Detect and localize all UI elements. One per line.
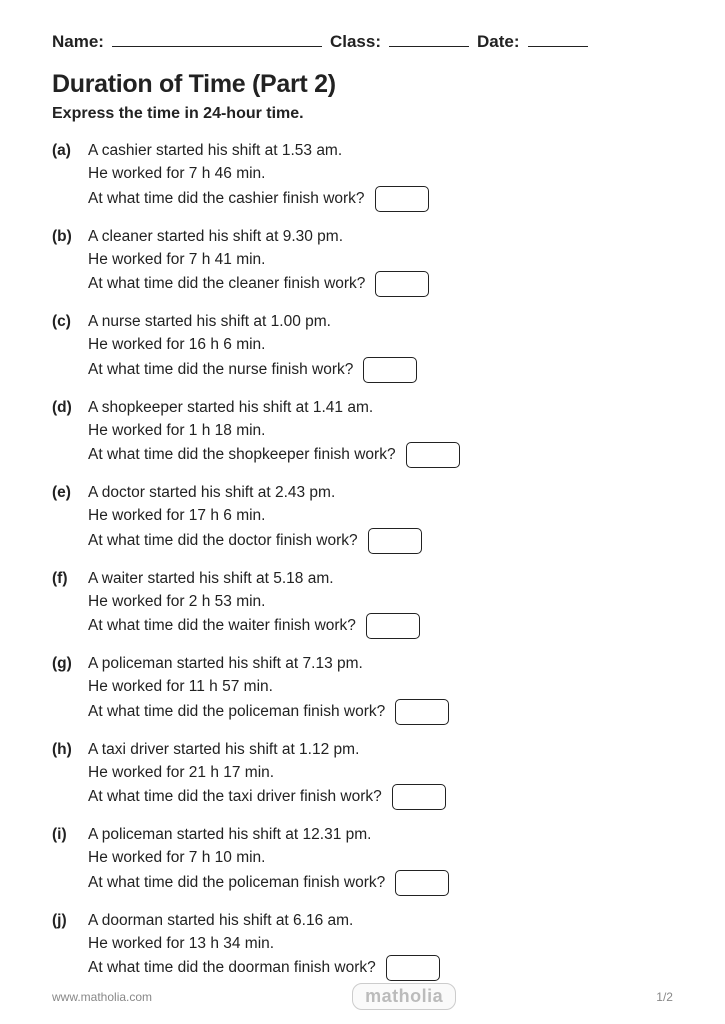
question-body: A policeman started his shift at 12.31 p…	[88, 823, 673, 896]
worksheet-title: Duration of Time (Part 2)	[52, 70, 673, 99]
question-line3: At what time did the doctor finish work?	[88, 528, 673, 554]
question-item: (b) A cleaner started his shift at 9.30 p…	[52, 225, 673, 298]
question-label: (i)	[52, 823, 76, 896]
answer-box[interactable]	[368, 528, 422, 554]
question-prompt: At what time did the shopkeeper finish w…	[88, 443, 396, 466]
question-label: (g)	[52, 652, 76, 725]
question-line3: At what time did the policeman finish wo…	[88, 699, 673, 725]
answer-box[interactable]	[395, 870, 449, 896]
question-prompt: At what time did the doctor finish work?	[88, 529, 358, 552]
answer-box[interactable]	[375, 186, 429, 212]
question-line2: He worked for 2 h 53 min.	[88, 590, 673, 613]
date-field[interactable]	[528, 33, 588, 47]
footer-url: www.matholia.com	[52, 990, 152, 1004]
question-line3: At what time did the doorman finish work…	[88, 955, 673, 981]
question-item: (c) A nurse started his shift at 1.00 pm.…	[52, 310, 673, 383]
question-line2: He worked for 7 h 46 min.	[88, 162, 673, 185]
question-prompt: At what time did the cashier finish work…	[88, 187, 365, 210]
worksheet-header: Name: Class: Date:	[52, 32, 673, 52]
question-line1: A nurse started his shift at 1.00 pm.	[88, 310, 673, 333]
question-line1: A shopkeeper started his shift at 1.41 a…	[88, 396, 673, 419]
question-line3: At what time did the shopkeeper finish w…	[88, 442, 673, 468]
class-field[interactable]	[389, 33, 469, 47]
question-line3: At what time did the taxi driver finish …	[88, 784, 673, 810]
question-line2: He worked for 21 h 17 min.	[88, 761, 673, 784]
question-line1: A cashier started his shift at 1.53 am.	[88, 139, 673, 162]
question-body: A cleaner started his shift at 9.30 pm.H…	[88, 225, 673, 298]
question-line2: He worked for 17 h 6 min.	[88, 504, 673, 527]
question-line1: A cleaner started his shift at 9.30 pm.	[88, 225, 673, 248]
question-item: (g) A policeman started his shift at 7.13…	[52, 652, 673, 725]
question-line2: He worked for 16 h 6 min.	[88, 333, 673, 356]
question-label: (c)	[52, 310, 76, 383]
question-label: (f)	[52, 567, 76, 640]
question-prompt: At what time did the doorman finish work…	[88, 956, 376, 979]
answer-box[interactable]	[386, 955, 440, 981]
question-line2: He worked for 11 h 57 min.	[88, 675, 673, 698]
question-body: A policeman started his shift at 7.13 pm…	[88, 652, 673, 725]
question-label: (j)	[52, 909, 76, 982]
question-line1: A policeman started his shift at 12.31 p…	[88, 823, 673, 846]
question-item: (e) A doctor started his shift at 2.43 pm…	[52, 481, 673, 554]
question-line3: At what time did the waiter finish work?	[88, 613, 673, 639]
question-line2: He worked for 7 h 10 min.	[88, 846, 673, 869]
question-label: (e)	[52, 481, 76, 554]
question-item: (d) A shopkeeper started his shift at 1.4…	[52, 396, 673, 469]
question-prompt: At what time did the waiter finish work?	[88, 614, 356, 637]
question-label: (a)	[52, 139, 76, 212]
name-field[interactable]	[112, 33, 322, 47]
question-body: A cashier started his shift at 1.53 am.H…	[88, 139, 673, 212]
worksheet-footer: www.matholia.com matholia 1/2	[52, 983, 673, 1010]
question-item: (j) A doorman started his shift at 6.16 a…	[52, 909, 673, 982]
question-label: (d)	[52, 396, 76, 469]
question-line3: At what time did the cashier finish work…	[88, 186, 673, 212]
question-body: A nurse started his shift at 1.00 pm.He …	[88, 310, 673, 383]
question-line3: At what time did the nurse finish work?	[88, 357, 673, 383]
question-prompt: At what time did the nurse finish work?	[88, 358, 353, 381]
answer-box[interactable]	[395, 699, 449, 725]
question-body: A taxi driver started his shift at 1.12 …	[88, 738, 673, 811]
answer-box[interactable]	[406, 442, 460, 468]
question-line1: A doorman started his shift at 6.16 am.	[88, 909, 673, 932]
question-label: (h)	[52, 738, 76, 811]
question-line2: He worked for 13 h 34 min.	[88, 932, 673, 955]
question-line3: At what time did the policeman finish wo…	[88, 870, 673, 896]
question-list: (a) A cashier started his shift at 1.53 a…	[52, 139, 673, 981]
answer-box[interactable]	[366, 613, 420, 639]
question-body: A doctor started his shift at 2.43 pm.He…	[88, 481, 673, 554]
answer-box[interactable]	[392, 784, 446, 810]
question-body: A waiter started his shift at 5.18 am.He…	[88, 567, 673, 640]
date-label: Date:	[477, 32, 520, 52]
question-item: (i) A policeman started his shift at 12.3…	[52, 823, 673, 896]
brand-logo: matholia	[352, 983, 456, 1010]
question-prompt: At what time did the policeman finish wo…	[88, 700, 385, 723]
question-body: A doorman started his shift at 6.16 am.H…	[88, 909, 673, 982]
name-label: Name:	[52, 32, 104, 52]
class-label: Class:	[330, 32, 381, 52]
question-line1: A waiter started his shift at 5.18 am.	[88, 567, 673, 590]
page-indicator: 1/2	[656, 990, 673, 1004]
worksheet-instruction: Express the time in 24-hour time.	[52, 105, 673, 123]
question-item: (h) A taxi driver started his shift at 1.…	[52, 738, 673, 811]
question-line3: At what time did the cleaner finish work…	[88, 271, 673, 297]
question-body: A shopkeeper started his shift at 1.41 a…	[88, 396, 673, 469]
question-label: (b)	[52, 225, 76, 298]
question-prompt: At what time did the cleaner finish work…	[88, 272, 365, 295]
question-line1: A policeman started his shift at 7.13 pm…	[88, 652, 673, 675]
answer-box[interactable]	[375, 271, 429, 297]
question-prompt: At what time did the taxi driver finish …	[88, 785, 382, 808]
question-line2: He worked for 7 h 41 min.	[88, 248, 673, 271]
question-item: (f) A waiter started his shift at 5.18 am…	[52, 567, 673, 640]
question-line2: He worked for 1 h 18 min.	[88, 419, 673, 442]
question-line1: A taxi driver started his shift at 1.12 …	[88, 738, 673, 761]
question-line1: A doctor started his shift at 2.43 pm.	[88, 481, 673, 504]
answer-box[interactable]	[363, 357, 417, 383]
question-item: (a) A cashier started his shift at 1.53 a…	[52, 139, 673, 212]
question-prompt: At what time did the policeman finish wo…	[88, 871, 385, 894]
